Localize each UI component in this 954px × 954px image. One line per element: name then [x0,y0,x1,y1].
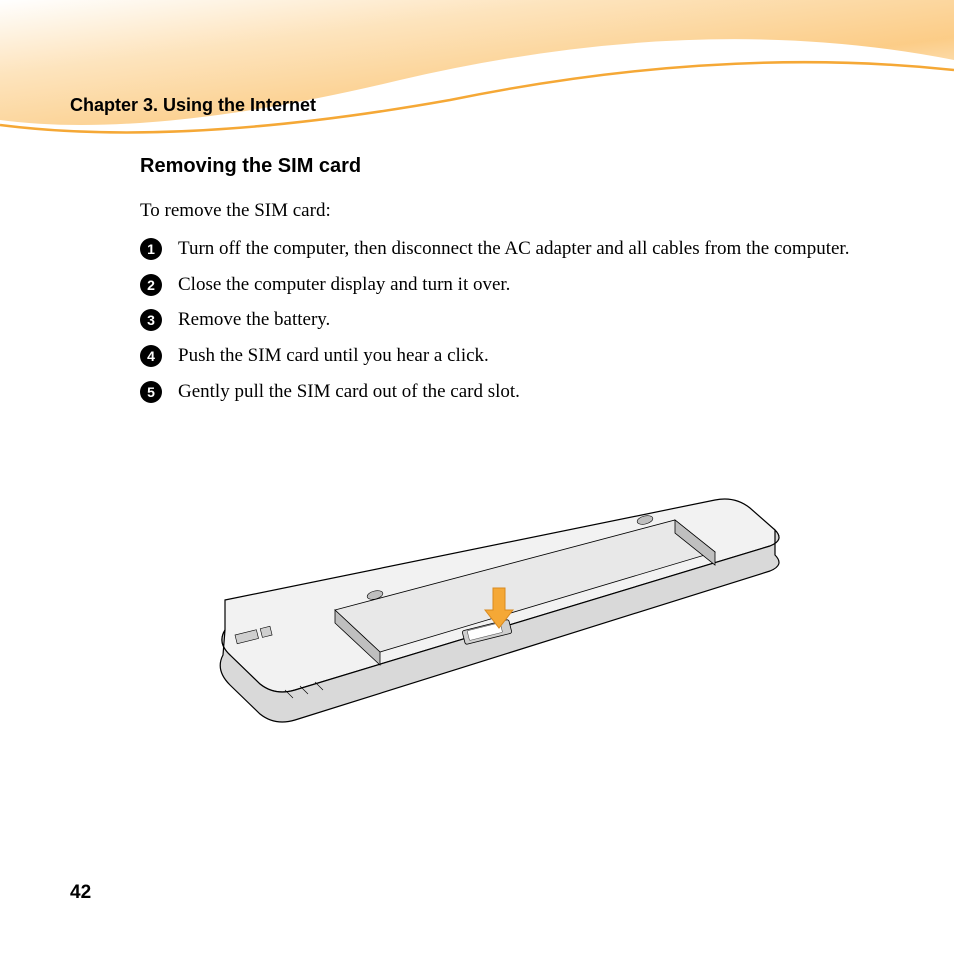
step-5: 5 Gently pull the SIM card out of the ca… [140,379,864,405]
step-bullet-5: 5 [140,381,162,403]
step-text-2: Close the computer display and turn it o… [178,272,510,298]
step-bullet-1: 1 [140,238,162,260]
content-area: Removing the SIM card To remove the SIM … [140,155,864,414]
step-3: 3 Remove the battery. [140,307,864,333]
step-bullet-2: 2 [140,274,162,296]
step-text-3: Remove the battery. [178,307,330,333]
intro-text: To remove the SIM card: [140,200,864,222]
step-2: 2 Close the computer display and turn it… [140,272,864,298]
page-number: 42 [70,882,91,904]
step-text-4: Push the SIM card until you hear a click… [178,343,489,369]
step-bullet-4: 4 [140,345,162,367]
step-4: 4 Push the SIM card until you hear a cli… [140,343,864,369]
header-swoosh [0,0,954,180]
section-heading: Removing the SIM card [140,155,864,178]
step-text-1: Turn off the computer, then disconnect t… [178,236,849,262]
step-text-5: Gently pull the SIM card out of the card… [178,379,520,405]
step-1: 1 Turn off the computer, then disconnect… [140,236,864,262]
step-bullet-3: 3 [140,309,162,331]
chapter-title: Chapter 3. Using the Internet [70,95,316,116]
laptop-underside-illustration [175,460,815,800]
